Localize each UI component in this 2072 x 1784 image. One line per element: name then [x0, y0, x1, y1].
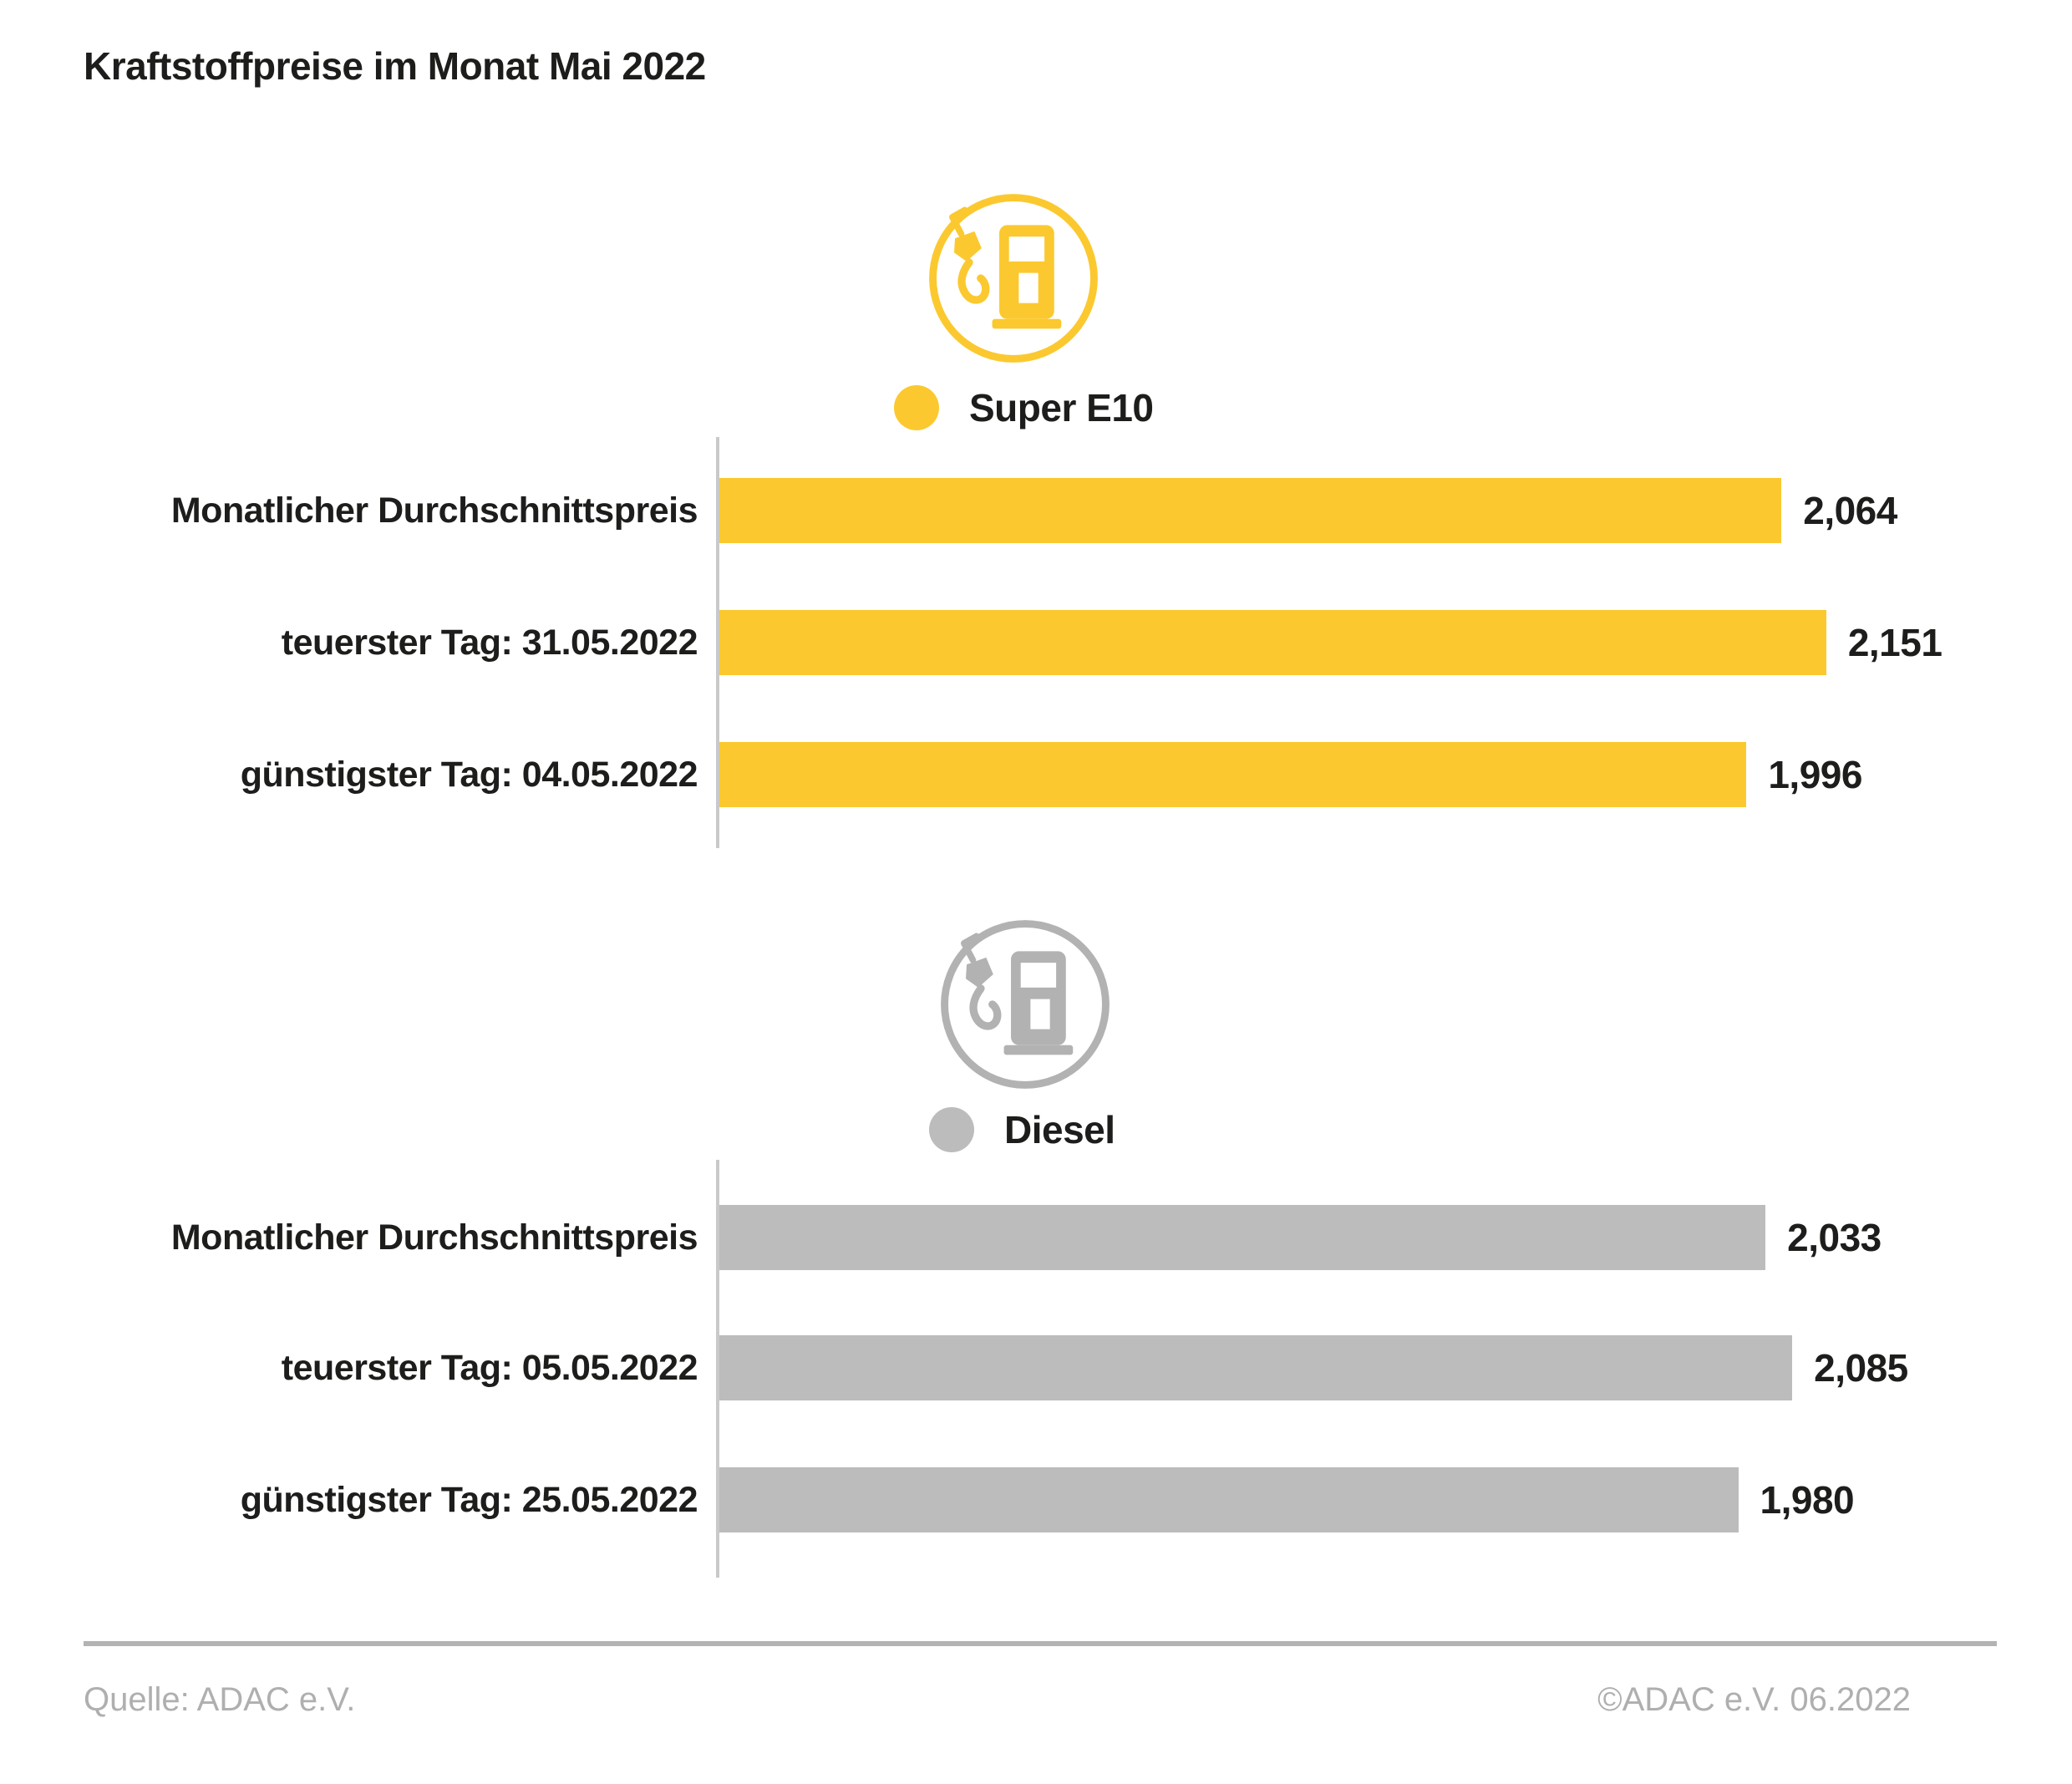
page-title: Kraftstoffpreise im Monat Mai 2022: [84, 44, 706, 88]
bar-row: 2,151: [719, 610, 1942, 675]
bar-value-diesel-cheapest: 1,980: [1760, 1478, 1855, 1522]
axis-line-super-e10: [716, 437, 719, 848]
copyright-note: ©ADAC e.V. 06.2022: [1597, 1681, 1911, 1718]
bar-label-diesel-most-expensive: teuerster Tag: 05.05.2022: [281, 1347, 698, 1388]
fuel-pump-icon: [937, 916, 1114, 1093]
legend-dot-diesel-icon: [929, 1107, 974, 1152]
bar-value-super-e10-average: 2,064: [1803, 489, 1897, 532]
bar-value-super-e10-cheapest: 1,996: [1768, 753, 1862, 796]
bar-row: 1,996: [719, 742, 1862, 807]
axis-line-diesel: [716, 1160, 719, 1578]
bar-label-super-e10-most-expensive: teuerster Tag: 31.05.2022: [281, 622, 698, 663]
bar-label-diesel-cheapest: günstigster Tag: 25.05.2022: [240, 1479, 698, 1520]
bar-super-e10-most-expensive: [719, 610, 1826, 675]
bar-row: 2,064: [719, 478, 1897, 543]
legend-label-diesel: Diesel: [1004, 1108, 1115, 1151]
fuel-pump-icon: [925, 190, 1102, 367]
legend-label-super-e10: Super E10: [969, 386, 1154, 429]
bar-row: 2,085: [719, 1335, 1908, 1400]
bar-label-diesel-average: Monatlicher Durchschnittspreis: [170, 1217, 698, 1258]
bar-diesel-most-expensive: [719, 1335, 1793, 1400]
source-note: Quelle: ADAC e.V.: [84, 1681, 356, 1718]
bar-super-e10-cheapest: [719, 742, 1747, 807]
bar-super-e10-average: [719, 478, 1782, 543]
bar-label-super-e10-average: Monatlicher Durchschnittspreis: [170, 490, 698, 531]
bar-value-diesel-most-expensive: 2,085: [1814, 1346, 1908, 1390]
bar-diesel-cheapest: [719, 1467, 1739, 1532]
bar-diesel-average: [719, 1205, 1766, 1270]
bar-row: 2,033: [719, 1205, 1882, 1270]
bar-row: 1,980: [719, 1467, 1855, 1532]
bar-value-super-e10-most-expensive: 2,151: [1847, 621, 1942, 664]
legend-super-e10: Super E10: [894, 384, 1154, 431]
bar-label-super-e10-cheapest: günstigster Tag: 04.05.2022: [240, 754, 698, 795]
legend-diesel: Diesel: [929, 1106, 1115, 1153]
legend-dot-super-e10-icon: [894, 385, 939, 430]
bar-value-diesel-average: 2,033: [1787, 1216, 1882, 1259]
footer-divider: [84, 1641, 1997, 1646]
